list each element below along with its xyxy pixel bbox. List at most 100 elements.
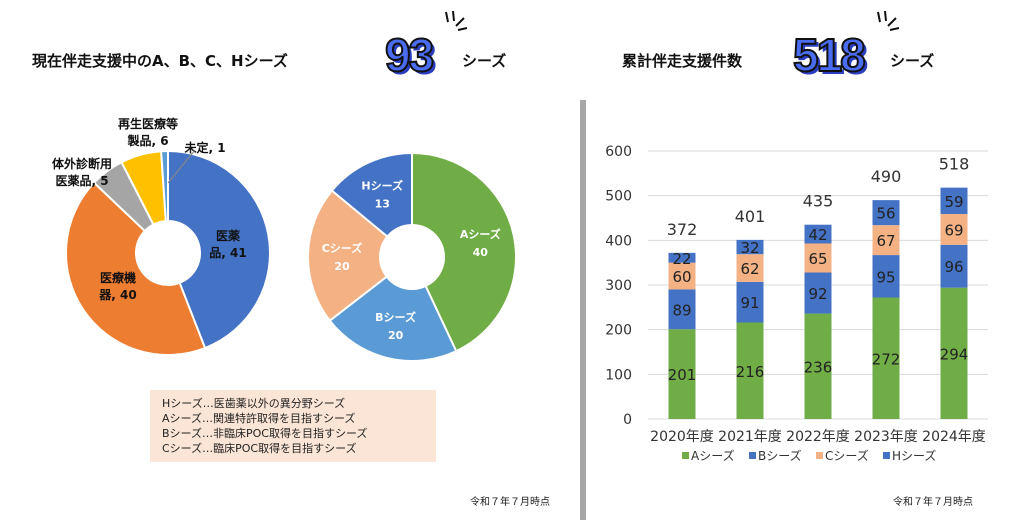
slice-医療機器 xyxy=(65,181,207,356)
slice-value: 20 xyxy=(334,260,350,273)
left-unit: シーズ xyxy=(462,52,507,70)
slice-value: 13 xyxy=(375,198,390,211)
slice-value: 40 xyxy=(473,246,489,259)
note-line: Aシーズ…関連特許取得を目指すシーズ xyxy=(162,412,356,425)
bar-segment xyxy=(872,297,900,419)
bar-segment xyxy=(668,289,696,330)
bar-segment xyxy=(804,313,832,419)
left-count: 93 xyxy=(384,28,435,82)
x-tick-label: 2020年度 xyxy=(650,429,714,445)
bar-segment xyxy=(940,187,968,214)
bar-value-label: 67 xyxy=(876,232,895,250)
bar-value-label: 96 xyxy=(944,258,963,276)
slice-label: Aシーズ xyxy=(460,227,501,241)
bar-value-label: 62 xyxy=(740,260,759,278)
bar-segment xyxy=(940,287,968,419)
bar-value-label: 56 xyxy=(876,205,895,223)
right-unit: シーズ xyxy=(890,52,935,70)
bar-value-label: 42 xyxy=(808,226,827,244)
slice-label: 製品, 6 xyxy=(126,133,168,148)
legend-swatch xyxy=(682,452,689,459)
y-tick-label: 0 xyxy=(623,412,632,428)
slice-label: 品, 41 xyxy=(209,246,246,260)
right-title: 累計伴走支援件数 xyxy=(622,52,743,70)
slice-Hシーズ xyxy=(330,151,413,238)
slice-医薬品 xyxy=(167,149,271,350)
bar-segment xyxy=(736,281,764,323)
legend-swatch xyxy=(749,452,756,459)
slice-Cシーズ xyxy=(307,189,389,323)
bar-value-label: 65 xyxy=(808,250,827,268)
right-footnote: 令和７年７月時点 xyxy=(893,497,973,508)
note-line: Hシーズ…医歯薬以外の異分野シーズ xyxy=(162,397,346,410)
y-tick-label: 200 xyxy=(605,323,632,339)
slice-label: 未定, 1 xyxy=(183,140,225,155)
slice-label: 再生医療等 xyxy=(118,116,178,131)
bar-value-label: 22 xyxy=(672,250,691,268)
right-count: 518 xyxy=(792,28,867,82)
bar-value-label: 32 xyxy=(740,239,759,257)
note-line: Bシーズ…非臨床POC取得を目指すシーズ xyxy=(162,427,368,440)
bar-segment xyxy=(872,200,900,226)
slice-label: 体外診断用 xyxy=(52,156,112,171)
legend-label: Cシーズ xyxy=(825,448,869,463)
slice-未定 xyxy=(160,149,169,223)
y-tick-label: 600 xyxy=(605,144,632,160)
bar-segment xyxy=(668,252,696,263)
divider xyxy=(580,100,586,520)
slice-Aシーズ xyxy=(411,151,517,353)
bar-segment xyxy=(804,272,832,314)
legend-label: Bシーズ xyxy=(758,448,802,463)
bar-segment xyxy=(872,225,900,256)
x-tick-label: 2022年度 xyxy=(786,429,850,445)
slice-label: 医薬品, 5 xyxy=(55,173,108,188)
bar-segment xyxy=(736,254,764,282)
left-footnote: 令和７年７月時点 xyxy=(470,497,550,508)
bar-value-label: 216 xyxy=(736,363,765,381)
bar-segment xyxy=(668,329,696,419)
bar-segment xyxy=(736,239,764,255)
bar-value-label: 91 xyxy=(740,294,759,312)
legend-label: Hシーズ xyxy=(892,448,936,463)
bar-segment xyxy=(668,262,696,290)
bar-value-label: 272 xyxy=(872,350,901,368)
bar-value-label: 59 xyxy=(944,193,963,211)
sparkle-icon xyxy=(877,10,900,31)
bar-value-label: 95 xyxy=(876,268,895,286)
slice-label: Bシーズ xyxy=(375,310,416,324)
bar-total-label: 372 xyxy=(667,220,698,239)
x-tick-label: 2024年度 xyxy=(922,429,986,445)
bar-segment xyxy=(736,322,764,419)
bar-total-label: 401 xyxy=(735,207,766,226)
bar-value-label: 89 xyxy=(672,301,691,319)
left-title: 現在伴走支援中のA、B、C、Hシーズ xyxy=(32,52,288,70)
bar-value-label: 201 xyxy=(668,366,697,384)
bar-segment xyxy=(804,243,832,273)
x-tick-label: 2023年度 xyxy=(854,429,918,445)
slice-label: Hシーズ xyxy=(361,179,403,193)
legend-swatch xyxy=(883,452,890,459)
bar-total-label: 435 xyxy=(803,192,834,211)
bar-value-label: 69 xyxy=(944,221,963,239)
bar-segment xyxy=(940,244,968,288)
bar-segment xyxy=(940,213,968,245)
legend-label: Aシーズ xyxy=(691,448,735,463)
bar-value-label: 92 xyxy=(808,285,827,303)
y-tick-label: 400 xyxy=(605,233,632,249)
sparkle-icon xyxy=(445,10,468,31)
series-definition-note: Hシーズ…医歯薬以外の異分野シーズ Aシーズ…関連特許取得を目指すシーズ Bシー… xyxy=(150,390,436,462)
leader-line xyxy=(167,149,196,184)
slice-label: 器, 40 xyxy=(98,288,136,302)
x-tick-label: 2021年度 xyxy=(718,429,782,445)
bar-total-label: 490 xyxy=(871,167,902,186)
bar-total-label: 518 xyxy=(939,155,970,174)
slice-label: 医療機 xyxy=(100,270,136,285)
bar-segment xyxy=(872,255,900,298)
note-line: Cシーズ…臨床POC取得を目指すシーズ xyxy=(162,442,357,455)
slice-label: 医薬 xyxy=(216,228,240,243)
slice-Bシーズ xyxy=(328,275,458,362)
slice-label: Cシーズ xyxy=(322,241,363,255)
bar-value-label: 294 xyxy=(940,345,969,363)
